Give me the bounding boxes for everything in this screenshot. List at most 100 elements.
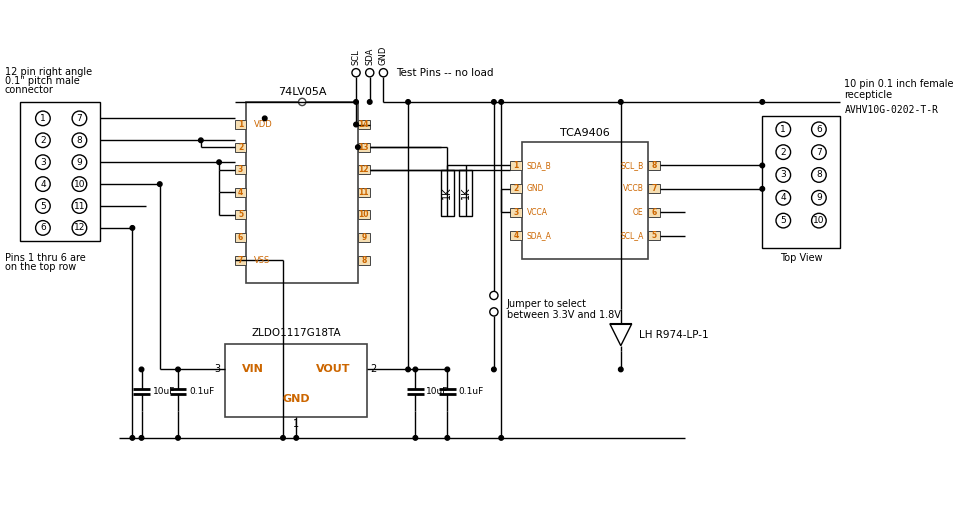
Bar xyxy=(648,231,660,240)
Text: 8: 8 xyxy=(361,255,366,265)
Circle shape xyxy=(760,163,765,168)
Circle shape xyxy=(352,69,360,77)
Bar xyxy=(234,255,247,265)
Text: 12: 12 xyxy=(358,165,369,174)
Circle shape xyxy=(812,145,826,159)
Circle shape xyxy=(405,100,410,104)
Bar xyxy=(247,102,358,283)
Text: 74LV05A: 74LV05A xyxy=(278,87,326,97)
Circle shape xyxy=(776,214,791,228)
Circle shape xyxy=(176,436,181,440)
Text: 6: 6 xyxy=(40,223,46,233)
Text: 9: 9 xyxy=(816,193,822,202)
Bar xyxy=(358,188,370,197)
Text: on the top row: on the top row xyxy=(5,262,76,272)
Text: 2: 2 xyxy=(513,185,519,193)
Text: 5: 5 xyxy=(652,231,657,240)
Circle shape xyxy=(413,367,418,372)
Text: 0.1uF: 0.1uF xyxy=(189,387,214,396)
Circle shape xyxy=(489,308,498,316)
Circle shape xyxy=(72,111,87,126)
Bar xyxy=(459,171,472,216)
Text: 8: 8 xyxy=(651,161,657,170)
Text: OE: OE xyxy=(633,208,643,217)
Bar xyxy=(234,143,247,151)
Bar xyxy=(358,233,370,242)
Circle shape xyxy=(72,221,87,235)
Circle shape xyxy=(281,436,285,440)
Text: ZLDO1117G18TA: ZLDO1117G18TA xyxy=(251,328,341,339)
Circle shape xyxy=(413,436,418,440)
Text: 1: 1 xyxy=(40,114,46,123)
Text: 0.1" pitch male: 0.1" pitch male xyxy=(5,77,79,86)
Bar xyxy=(511,231,522,240)
Text: 6: 6 xyxy=(238,233,243,242)
Circle shape xyxy=(776,190,791,205)
Text: 10: 10 xyxy=(74,179,85,189)
Circle shape xyxy=(158,182,163,187)
Bar xyxy=(234,233,247,242)
Text: 0.1uF: 0.1uF xyxy=(458,387,484,396)
Bar xyxy=(226,344,367,417)
Bar xyxy=(648,208,660,217)
Bar xyxy=(511,184,522,193)
Text: 6: 6 xyxy=(816,125,822,134)
Circle shape xyxy=(499,436,504,440)
Text: GND: GND xyxy=(379,45,388,65)
Bar xyxy=(234,165,247,174)
Circle shape xyxy=(405,367,410,372)
Text: connector: connector xyxy=(5,85,54,96)
Circle shape xyxy=(72,133,87,147)
Text: SCL_A: SCL_A xyxy=(620,231,643,240)
Circle shape xyxy=(380,69,387,77)
Text: 2: 2 xyxy=(371,364,377,374)
Text: 3: 3 xyxy=(513,208,519,217)
Circle shape xyxy=(130,436,135,440)
Circle shape xyxy=(356,145,360,149)
Text: Test Pins -- no load: Test Pins -- no load xyxy=(396,68,493,78)
Text: 1K: 1K xyxy=(461,187,470,200)
Text: 3: 3 xyxy=(40,158,46,166)
Circle shape xyxy=(176,367,181,372)
Circle shape xyxy=(140,436,143,440)
Bar xyxy=(648,184,660,193)
Text: 7: 7 xyxy=(651,185,657,193)
Circle shape xyxy=(760,187,765,191)
Text: VSS: VSS xyxy=(253,255,270,265)
Circle shape xyxy=(140,367,143,372)
Text: SDA_A: SDA_A xyxy=(527,231,552,240)
Text: 9: 9 xyxy=(76,158,82,166)
Text: 8: 8 xyxy=(76,136,82,145)
Text: LH R974-LP-1: LH R974-LP-1 xyxy=(639,330,708,340)
Text: TCA9406: TCA9406 xyxy=(560,128,610,138)
Text: 12: 12 xyxy=(74,223,85,233)
Text: SCL: SCL xyxy=(352,49,360,65)
Circle shape xyxy=(35,177,51,191)
Circle shape xyxy=(812,190,826,205)
Circle shape xyxy=(812,168,826,183)
Circle shape xyxy=(263,116,267,120)
Bar xyxy=(511,208,522,217)
Text: 10uF: 10uF xyxy=(152,387,175,396)
Circle shape xyxy=(35,199,51,214)
Bar xyxy=(358,210,370,220)
Text: 5: 5 xyxy=(238,210,243,219)
Circle shape xyxy=(619,367,623,372)
Text: AVHV10G-0202-T-R: AVHV10G-0202-T-R xyxy=(844,104,939,115)
Text: VDD: VDD xyxy=(253,120,272,129)
Circle shape xyxy=(812,214,826,228)
Bar xyxy=(358,120,370,129)
Text: 3: 3 xyxy=(238,165,243,174)
Bar xyxy=(234,210,247,220)
Text: 10: 10 xyxy=(358,210,369,219)
Bar xyxy=(648,161,660,170)
Circle shape xyxy=(35,155,51,170)
Circle shape xyxy=(72,155,87,170)
Text: 1: 1 xyxy=(238,120,243,129)
Bar xyxy=(234,188,247,197)
Circle shape xyxy=(298,98,306,105)
Bar xyxy=(522,142,648,259)
Circle shape xyxy=(35,221,51,235)
Circle shape xyxy=(776,168,791,183)
Circle shape xyxy=(354,122,358,127)
